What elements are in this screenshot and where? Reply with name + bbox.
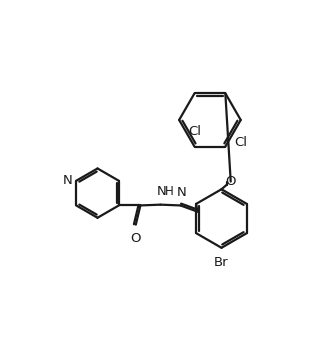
Text: Cl: Cl [235,136,248,149]
Text: O: O [225,175,236,188]
Text: N: N [63,174,72,187]
Text: H: H [165,185,173,198]
Text: O: O [130,232,140,245]
Text: N: N [177,185,187,198]
Text: Cl: Cl [188,125,201,138]
Text: N: N [157,185,167,198]
Text: Br: Br [214,256,229,269]
